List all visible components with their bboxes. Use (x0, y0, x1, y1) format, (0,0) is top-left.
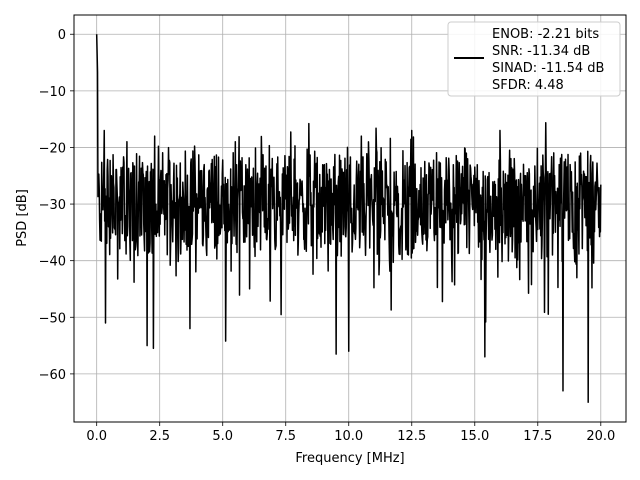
x-tick-label: 5.0 (212, 429, 233, 444)
x-tick-label: 7.5 (275, 429, 296, 444)
x-axis-ticks: 0.0 2.5 5.0 7.5 10.0 12.5 15.0 17.5 20.0 (86, 422, 615, 444)
legend-entry-sfdr: SFDR: 4.48 (492, 78, 564, 93)
legend-entry-snr: SNR: -11.34 dB (492, 44, 590, 59)
legend: ENOB: -2.21 bits SNR: -11.34 dB SINAD: -… (447, 21, 621, 97)
legend-entry-sinad: SINAD: -11.54 dB (492, 61, 604, 76)
x-tick-label: 2.5 (149, 429, 170, 444)
x-tick-label: 12.5 (397, 429, 426, 444)
psd-series-line (95, 34, 602, 403)
psd-trace (95, 34, 602, 403)
plot-frame (73, 14, 627, 423)
legend-box (447, 21, 621, 97)
x-axis-label: Frequency [MHz] (295, 451, 404, 466)
x-tick-label: 0.0 (86, 429, 107, 444)
y-tick-label: −50 (39, 311, 66, 326)
x-tick-label: 20.0 (586, 429, 615, 444)
y-axis-ticks: 0 −10 −20 −30 −40 −50 −60 (39, 28, 74, 383)
x-tick-label: 10.0 (334, 429, 363, 444)
y-tick-label: −40 (39, 255, 66, 270)
legend-entry-enob: ENOB: -2.21 bits (492, 27, 599, 42)
y-axis-label: PSD [dB] (15, 189, 30, 247)
y-tick-label: −30 (39, 198, 66, 213)
x-tick-label: 15.0 (460, 429, 489, 444)
y-tick-label: 0 (58, 28, 66, 43)
y-tick-label: −20 (39, 141, 66, 156)
y-tick-label: −60 (39, 368, 66, 383)
x-tick-label: 17.5 (523, 429, 552, 444)
y-tick-label: −10 (39, 85, 66, 100)
